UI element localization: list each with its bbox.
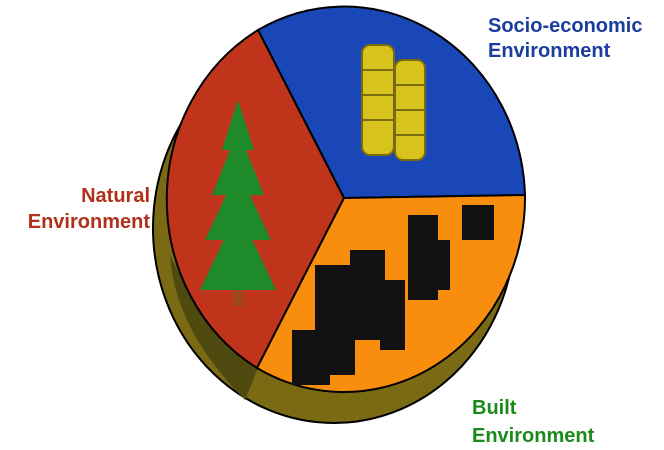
label: Natural (81, 185, 150, 207)
environment-diagram: Socio-economic Environment Natural Envir… (0, 0, 664, 450)
label: Built (472, 397, 517, 419)
page: Socio-economic Environment Natural Envir… (0, 0, 664, 450)
label: Environment (488, 40, 611, 62)
coins-icon (362, 45, 425, 160)
label: Environment (472, 425, 595, 447)
label: Environment (28, 211, 151, 233)
label: Socio-economic (488, 15, 642, 37)
